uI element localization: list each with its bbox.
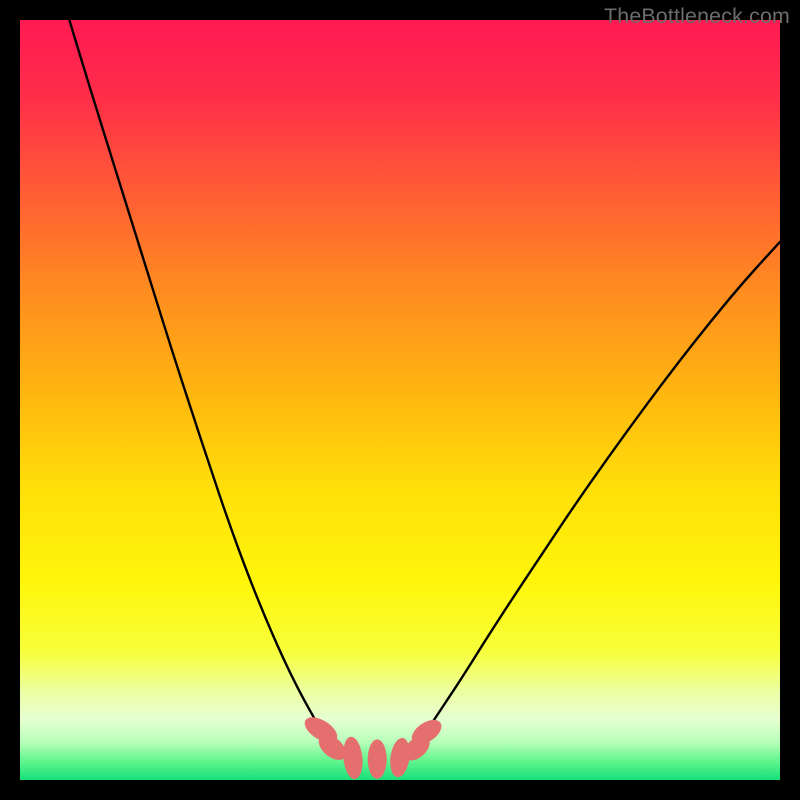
gradient-background (20, 20, 780, 780)
chart-stage: TheBottleneck.com (0, 0, 800, 800)
watermark-text: TheBottleneck.com (604, 4, 790, 29)
bottleneck-curve-chart (0, 0, 800, 800)
